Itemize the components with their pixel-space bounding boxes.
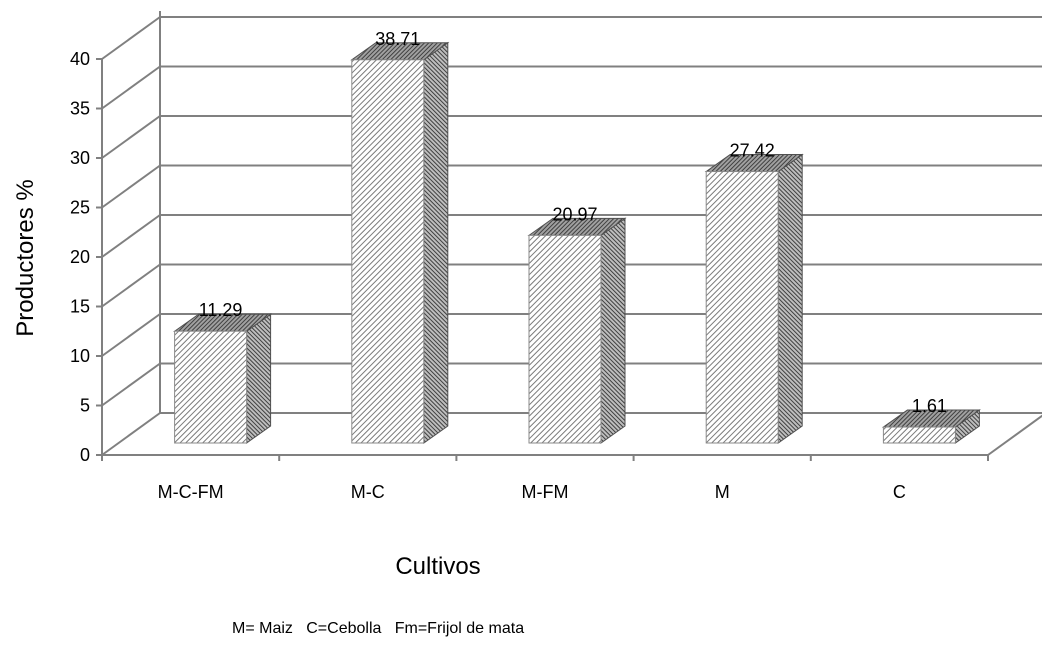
gridline-side — [101, 164, 161, 209]
data-label: 11.29 — [199, 300, 243, 320]
y-tick-label: 20 — [70, 247, 90, 267]
gridline-side — [101, 362, 161, 407]
floor-right-edge — [987, 414, 1042, 456]
y-tick-label: 30 — [70, 148, 90, 168]
bar-front — [705, 171, 779, 444]
bars — [173, 41, 981, 444]
gridline-side — [101, 313, 161, 357]
x-tick-label: M-C-FM — [158, 482, 224, 502]
bar — [173, 313, 273, 444]
gridline-side — [101, 214, 161, 258]
data-label: 27.42 — [730, 141, 775, 161]
gridline-side — [101, 263, 161, 308]
y-tick-label: 5 — [80, 396, 90, 416]
x-tick-label: M-C — [351, 482, 385, 502]
bar-front — [528, 234, 602, 444]
labels: 0 5 10 15 20 25 30 35 40 11.29 M-C-FM 38.71 M-C 20.97… — [70, 29, 947, 502]
bar-side — [246, 313, 272, 444]
x-tick-label: M — [715, 482, 730, 502]
bar — [527, 217, 627, 444]
y-tick-label: 10 — [70, 346, 90, 366]
bar-front — [174, 330, 248, 444]
bar-side — [777, 153, 803, 444]
data-label: 38.71 — [375, 29, 420, 49]
bar-side — [600, 217, 626, 444]
data-label: 20.97 — [552, 204, 597, 224]
bar — [704, 153, 804, 444]
y-tick-label: 35 — [70, 99, 90, 119]
bar — [350, 41, 450, 444]
y-tick-label: 0 — [80, 445, 90, 465]
bar-front — [882, 426, 956, 444]
x-tick-label: M-FM — [522, 482, 569, 502]
x-axis-label: Cultivos — [395, 553, 480, 580]
y-tick-label: 25 — [70, 198, 90, 218]
y-tick-label: 40 — [70, 49, 90, 69]
gridline-side — [101, 65, 161, 110]
bar — [881, 409, 981, 444]
x-tick-label: C — [893, 482, 906, 502]
data-label: 1.61 — [912, 396, 947, 416]
gridline-side — [101, 412, 161, 456]
gridline-side — [101, 16, 161, 60]
bar-side — [423, 41, 449, 444]
footnote: M= Maiz C=Cebolla Fm=Frijol de mata — [232, 620, 525, 637]
gridline-side — [101, 115, 161, 159]
y-tick-label: 15 — [70, 297, 90, 317]
y-axis-label: Productores % — [12, 179, 39, 336]
axes — [96, 58, 989, 461]
bar-front — [351, 59, 425, 444]
